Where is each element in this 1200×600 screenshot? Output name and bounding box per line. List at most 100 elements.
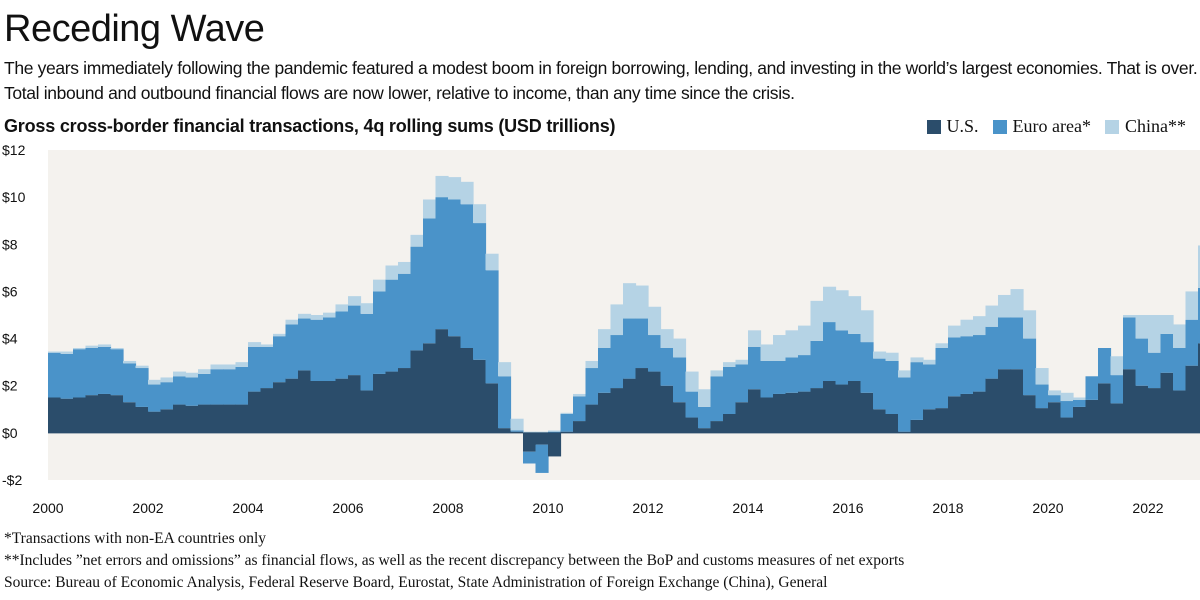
- bar-euro-area-12: [198, 373, 212, 405]
- bar-china-1: [60, 351, 74, 354]
- bar-us-84: [1098, 383, 1112, 433]
- bar-us-90: [1173, 390, 1187, 433]
- bar-china-3: [85, 345, 99, 348]
- bar-china-39: [535, 431, 549, 433]
- bar-us-57: [760, 397, 774, 433]
- bar-china-26: [373, 279, 387, 292]
- bar-euro-area-45: [610, 335, 624, 389]
- bar-euro-area-67: [885, 360, 899, 414]
- bar-euro-area-90: [1173, 348, 1187, 391]
- legend-label-china: China**: [1125, 116, 1186, 136]
- bar-euro-area-56: [748, 346, 762, 390]
- bar-euro-area-26: [373, 291, 387, 374]
- bar-us-11: [185, 405, 199, 433]
- bar-china-44: [598, 329, 612, 348]
- bar-us-29: [410, 350, 424, 433]
- bar-euro-area-10: [173, 376, 187, 405]
- bar-china-0: [48, 351, 62, 353]
- bar-us-14: [223, 404, 237, 433]
- bar-euro-area-8: [148, 384, 162, 412]
- bar-euro-area-50: [673, 357, 687, 403]
- y-tick-label: $8: [2, 236, 18, 252]
- bar-us-76: [998, 369, 1012, 433]
- bar-us-3: [85, 395, 99, 433]
- bar-us-67: [885, 414, 899, 433]
- bar-us-36: [498, 428, 512, 433]
- bar-china-27: [385, 265, 399, 280]
- bar-us-50: [673, 402, 687, 433]
- bar-china-59: [785, 330, 799, 358]
- bar-us-68: [898, 431, 912, 433]
- bar-euro-area-0: [48, 352, 62, 398]
- bar-china-49: [660, 329, 674, 348]
- bar-us-81: [1060, 417, 1074, 433]
- bar-china-58: [773, 335, 787, 361]
- bar-china-13: [210, 364, 224, 370]
- bar-euro-area-61: [810, 340, 824, 389]
- bar-china-17: [260, 344, 274, 347]
- bar-china-4: [98, 344, 112, 347]
- bar-euro-area-79: [1035, 384, 1049, 409]
- bar-china-28: [398, 261, 412, 274]
- bar-china-67: [885, 352, 899, 361]
- bar-euro-area-64: [848, 333, 862, 381]
- x-tick-label: 2014: [732, 500, 763, 516]
- bar-china-53: [710, 370, 724, 377]
- bar-euro-area-29: [410, 246, 424, 351]
- bar-us-56: [748, 389, 762, 433]
- bar-china-11: [185, 372, 199, 378]
- bar-us-10: [173, 404, 187, 433]
- bar-china-33: [460, 181, 474, 205]
- bar-china-21: [310, 315, 324, 320]
- bar-china-66: [873, 351, 887, 359]
- x-tick-label: 2002: [132, 500, 163, 516]
- bar-us-80: [1048, 402, 1062, 433]
- bar-china-52: [698, 389, 712, 407]
- y-tick-label: $6: [2, 283, 18, 299]
- bar-euro-area-66: [873, 358, 887, 410]
- bar-china-78: [1023, 310, 1037, 339]
- bar-china-64: [848, 296, 862, 334]
- x-tick-label: 2020: [1032, 500, 1063, 516]
- bar-us-19: [285, 378, 299, 433]
- bar-euro-area-6: [123, 363, 137, 403]
- bar-china-81: [1060, 392, 1074, 402]
- bar-china-63: [835, 290, 849, 331]
- bar-us-30: [423, 343, 437, 433]
- bar-us-51: [685, 417, 699, 433]
- bar-china-80: [1048, 390, 1062, 396]
- bar-china-23: [335, 304, 349, 312]
- bar-us-54: [723, 414, 737, 433]
- bar-euro-area-89: [1160, 333, 1174, 373]
- bar-euro-area-2: [73, 349, 87, 398]
- y-tick-label: $4: [2, 331, 18, 347]
- bar-china-55: [735, 359, 749, 365]
- bar-euro-area-76: [998, 317, 1012, 370]
- bar-china-77: [1010, 289, 1024, 318]
- chart-title: Receding Wave: [4, 8, 265, 50]
- bar-us-53: [710, 421, 724, 433]
- bar-euro-area-52: [698, 406, 712, 429]
- bar-us-26: [373, 373, 387, 433]
- bar-euro-area-7: [135, 368, 149, 407]
- bar-euro-area-72: [948, 337, 962, 397]
- legend-item-us: U.S.: [926, 116, 979, 137]
- bar-china-76: [998, 294, 1012, 318]
- bar-euro-area-9: [160, 382, 174, 410]
- bar-euro-area-81: [1060, 401, 1074, 418]
- bar-china-9: [160, 377, 174, 383]
- bar-euro-area-55: [735, 364, 749, 403]
- bar-china-19: [285, 319, 299, 325]
- bar-china-34: [473, 204, 487, 224]
- bar-euro-area-78: [1023, 338, 1037, 396]
- bar-us-24: [348, 375, 362, 433]
- bar-us-75: [985, 378, 999, 433]
- bar-euro-area-54: [723, 366, 737, 414]
- bar-euro-area-73: [960, 336, 974, 394]
- bar-china-22: [323, 312, 337, 318]
- bar-euro-area-86: [1123, 317, 1137, 370]
- legend-label-euro-area: Euro area*: [1012, 116, 1091, 136]
- bar-euro-area-77: [1010, 317, 1024, 370]
- chart-subtitle: The years immediately following the pand…: [4, 58, 1198, 103]
- bar-us-49: [660, 385, 674, 433]
